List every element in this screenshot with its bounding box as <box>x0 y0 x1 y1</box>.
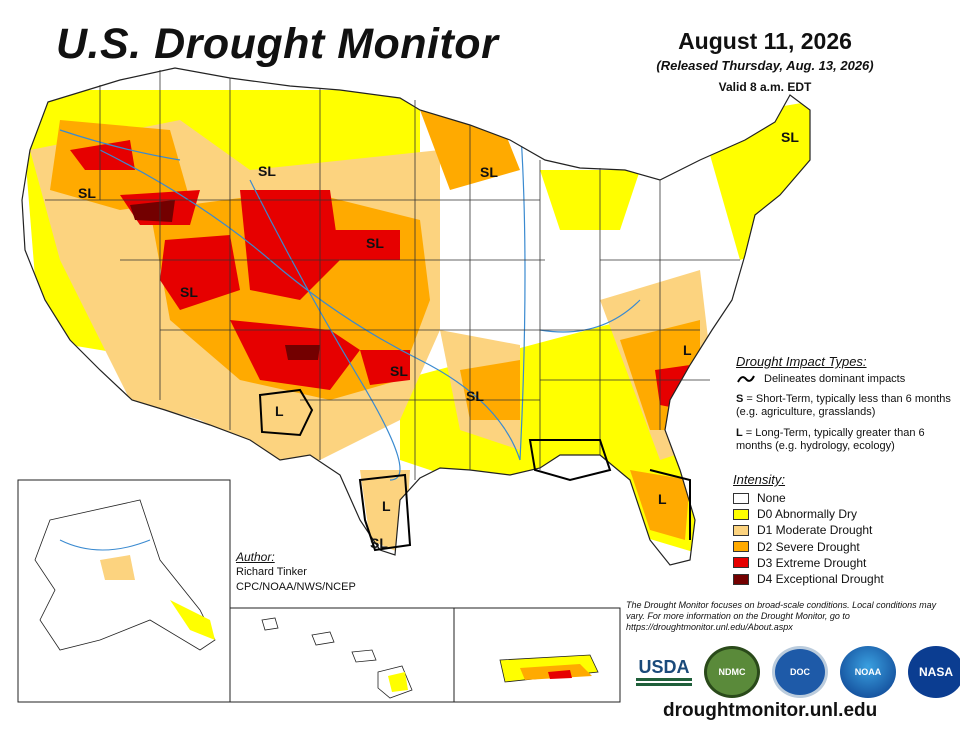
impact-label: L <box>275 403 284 419</box>
intensity-swatch <box>733 508 749 520</box>
intensity-item: D2 Severe Drought <box>733 539 884 555</box>
intensity-item: D4 Exceptional Drought <box>733 571 884 587</box>
intensity-swatch <box>733 492 749 504</box>
intensity-item: None <box>733 490 884 506</box>
author-block: Author: Richard Tinker CPC/NOAA/NWS/NCEP <box>236 550 356 595</box>
puerto-rico-inset <box>453 607 621 703</box>
doc-logo: DOC <box>772 646 828 698</box>
impact-label: SL <box>466 388 484 404</box>
intensity-label: D4 Exceptional Drought <box>757 572 884 587</box>
intensity-legend: Intensity: None D0 Abnormally Dry D1 Moder… <box>733 472 884 587</box>
ndmc-logo: NDMC <box>704 646 760 698</box>
map-date: August 11, 2026 <box>678 28 852 54</box>
impact-label: SL <box>78 185 96 201</box>
impact-label: L <box>683 342 692 358</box>
impact-label: SL <box>480 164 498 180</box>
intensity-label: None <box>757 491 786 506</box>
noaa-logo: NOAA <box>840 646 896 698</box>
intensity-label: D0 Abnormally Dry <box>757 507 858 522</box>
intensity-legend-title: Intensity: <box>733 472 786 487</box>
author-heading: Author: <box>236 550 275 564</box>
author-org: CPC/NOAA/NWS/NCEP <box>236 581 356 593</box>
intensity-item: D3 Extreme Drought <box>733 555 884 571</box>
long-term-text: L = Long-Term, typically greater than 6 … <box>736 427 925 452</box>
map-title: U.S. Drought Monitor <box>56 20 499 68</box>
impact-label: SL <box>366 235 384 251</box>
impact-label: SL <box>781 129 799 145</box>
release-date: (Released Thursday, Aug. 13, 2026) <box>656 58 874 73</box>
state-boundaries <box>45 70 740 480</box>
intensity-label: D1 Moderate Drought <box>757 523 873 538</box>
impact-line-icon <box>737 375 755 383</box>
impact-boundaries <box>258 388 691 552</box>
impact-legend-title: Drought Impact Types: <box>736 354 867 369</box>
intensity-swatch <box>733 557 749 569</box>
delineates-text: Delineates dominant impacts <box>764 373 906 385</box>
disclaimer-note: The Drought Monitor focuses on broad-sca… <box>626 600 937 632</box>
intensity-swatch <box>733 573 749 585</box>
impact-label: SL <box>180 284 198 300</box>
intensity-item: D1 Moderate Drought <box>733 522 884 538</box>
impact-label: L <box>658 491 667 507</box>
intensity-label: D3 Extreme Drought <box>757 555 867 570</box>
website-link[interactable]: droughtmonitor.unl.edu <box>663 700 878 721</box>
intensity-swatch <box>733 541 749 553</box>
impact-legend: Drought Impact Types: Delineates dominan… <box>736 354 951 461</box>
usda-logo: USDA <box>636 650 692 694</box>
short-term-text: S = Short-Term, typically less than 6 mo… <box>736 393 951 418</box>
agency-logos: USDA NDMC DOC NOAA NASA <box>636 646 960 698</box>
impact-label: SL <box>370 535 388 551</box>
impact-label: L <box>382 498 391 514</box>
intensity-label: D2 Severe Drought <box>757 539 860 554</box>
valid-time: Valid 8 a.m. EDT <box>718 80 812 94</box>
impact-label: SL <box>258 163 276 179</box>
intensity-swatch <box>733 524 749 536</box>
nasa-logo: NASA <box>908 646 960 698</box>
delineates-row: Delineates dominant impacts <box>736 373 951 385</box>
intensity-item: D0 Abnormally Dry <box>733 506 884 522</box>
author-name: Richard Tinker <box>236 566 307 578</box>
impact-label: SL <box>390 363 408 379</box>
